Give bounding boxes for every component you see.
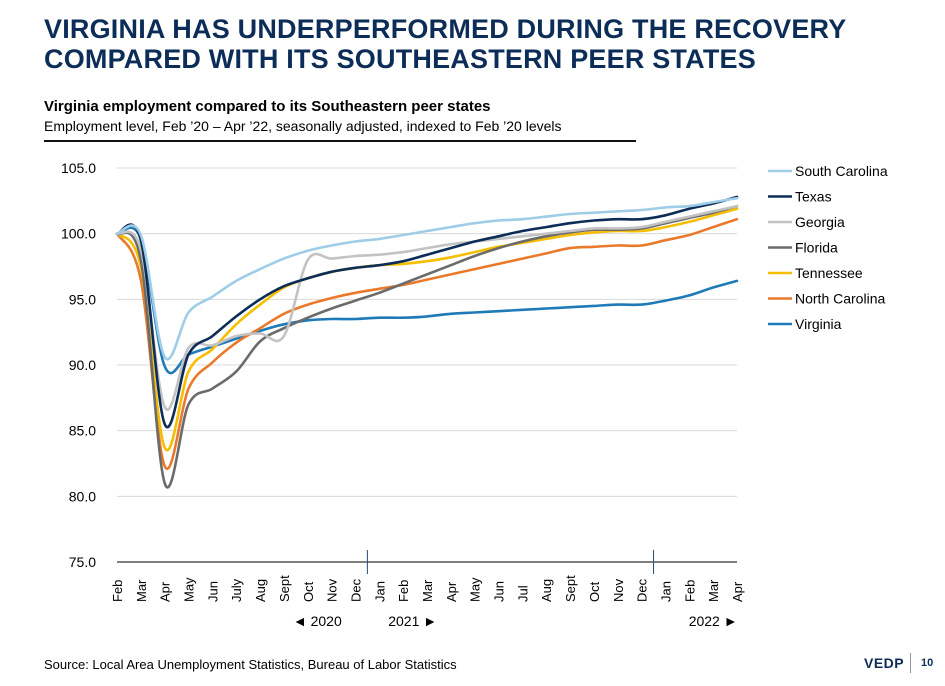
y-tick-label: 80.0: [69, 488, 96, 504]
x-tick-label: July: [229, 578, 244, 602]
x-tick-label: Feb: [396, 580, 411, 602]
x-tick-label: Sept: [563, 575, 578, 602]
x-tick-label: Dec: [635, 578, 650, 602]
x-tick-label: Mar: [420, 579, 435, 602]
x-tick-label: Apr: [444, 581, 459, 602]
x-tick-label: Jan: [372, 581, 387, 602]
series-line-tennessee: [115, 207, 739, 452]
year-label: ◄ 2020: [293, 613, 342, 629]
legend-label-tennessee: Tennessee: [795, 265, 863, 281]
x-tick-label: Jul: [515, 585, 530, 602]
legend-label-florida: Florida: [795, 240, 838, 256]
x-tick-label: Oct: [301, 581, 316, 602]
source-note: Source: Local Area Unemployment Statisti…: [44, 657, 457, 672]
y-tick-label: 95.0: [69, 291, 96, 307]
x-tick-label: Aug: [539, 579, 554, 602]
series-line-south-carolina: [115, 196, 739, 361]
x-tick-label: Jan: [658, 581, 673, 602]
y-tick-label: 85.0: [69, 423, 96, 439]
y-tick-label: 105.0: [61, 160, 96, 176]
y-tick-label: 100.0: [61, 226, 96, 242]
x-tick-label: Jun: [205, 581, 220, 602]
x-tick-label: Mar: [134, 579, 149, 602]
y-tick-label: 90.0: [69, 357, 96, 373]
footer-divider: [910, 653, 911, 673]
axes: 105.0 100.0 95.0 90.0 85.0 80.0 75.0 Feb Mar Apr M…: [61, 160, 745, 629]
chart-title: Virginia employment compared to its Sout…: [44, 98, 491, 115]
legend-label-north-carolina: North Carolina: [795, 291, 885, 307]
legend-label-virginia: Virginia: [795, 316, 842, 332]
x-tick-label: Apr: [158, 581, 173, 602]
x-tick-label: Dec: [348, 578, 363, 602]
year-label: 2021 ►: [388, 613, 437, 629]
headline: VIRGINIA HAS UNDERPERFORMED DURING THE R…: [44, 14, 846, 74]
x-tick-label: Oct: [587, 581, 602, 602]
grid-lines: [117, 167, 737, 497]
brand-logo: VEDP: [864, 655, 905, 671]
x-tick-label: Mar: [706, 579, 721, 602]
year-label: 2022 ►: [689, 613, 738, 629]
x-tick-label: Nov: [325, 578, 340, 602]
legend-label-texas: Texas: [795, 189, 832, 205]
legend-label-south-carolina: South Carolina: [795, 163, 888, 179]
series-line-texas: [115, 195, 739, 429]
legend-label-georgia: Georgia: [795, 214, 845, 230]
chart-subtitle: Employment level, Feb ’20 – Apr ’22, sea…: [44, 118, 562, 134]
page-number: 10: [921, 657, 934, 669]
x-tick-label: Nov: [611, 578, 626, 602]
series-line-florida: [115, 204, 739, 489]
x-tick-label: Feb: [110, 580, 125, 602]
legend: South Carolina Texas Georgia Florida Tenness…: [768, 163, 888, 332]
subtitle-underline: [44, 140, 636, 142]
x-tick-label: Sept: [277, 575, 292, 602]
x-tick-label: Jun: [492, 581, 507, 602]
series-line-georgia: [115, 204, 739, 411]
x-tick-label: May: [468, 577, 483, 602]
x-tick-label: Apr: [730, 581, 745, 602]
x-tick-label: May: [182, 577, 197, 602]
series-lines: [115, 195, 739, 489]
series-line-north-carolina: [115, 217, 739, 471]
y-tick-label: 75.0: [69, 554, 96, 570]
x-tick-label: Aug: [253, 579, 268, 602]
x-tick-label: Feb: [682, 580, 697, 602]
